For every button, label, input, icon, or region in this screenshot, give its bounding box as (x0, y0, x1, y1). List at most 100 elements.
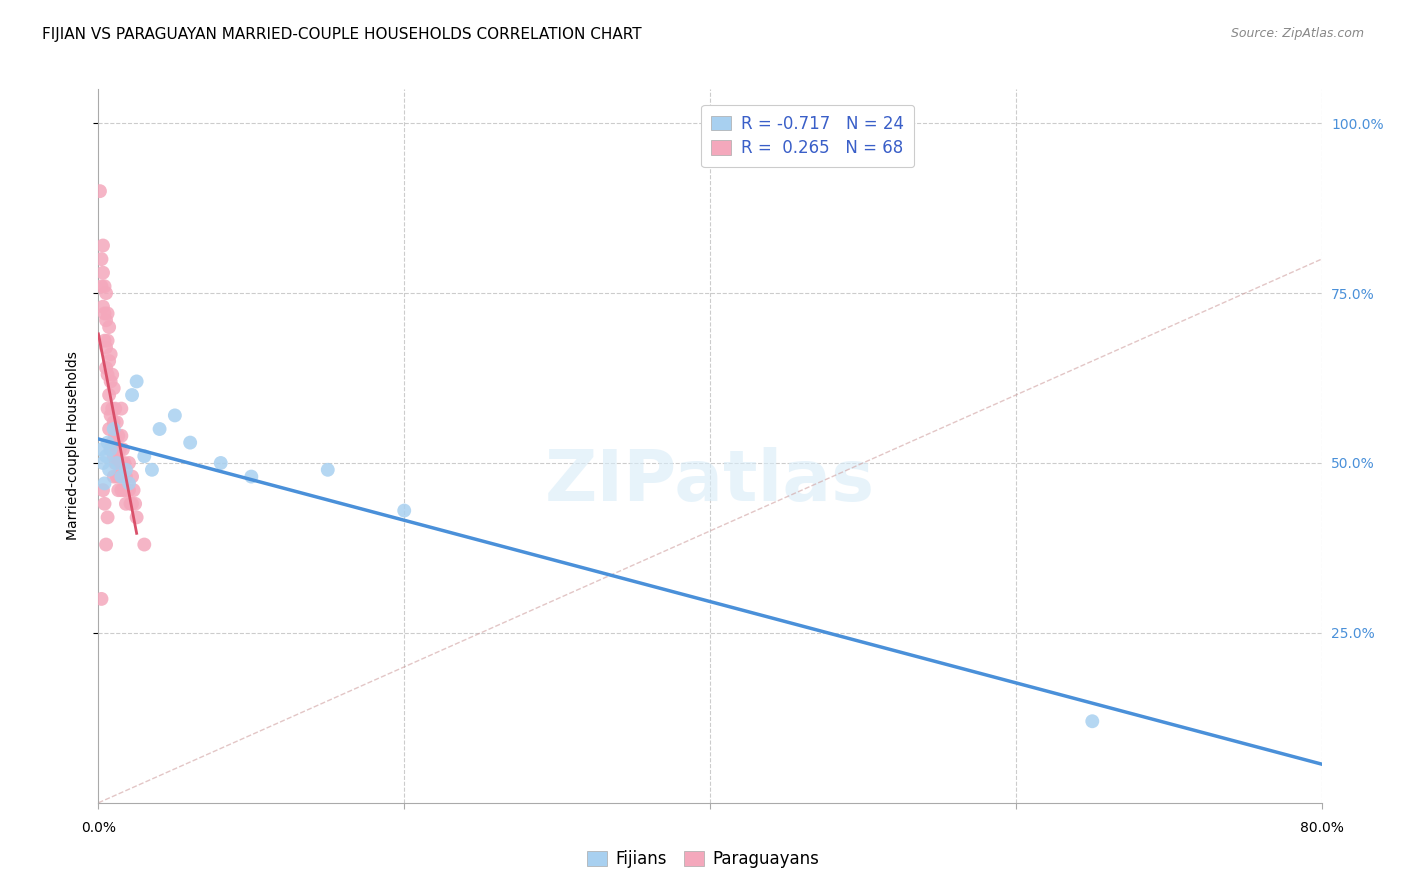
Point (103, 469, 125, 483)
Point (134, 449, 156, 463)
Point (110, 401, 132, 416)
Point (124, 497, 146, 511)
Point (121, 469, 143, 483)
Point (90, 591, 112, 606)
Text: 80.0%: 80.0% (1299, 821, 1344, 835)
Point (107, 429, 129, 443)
Point (117, 483, 139, 498)
Point (97, 334, 120, 348)
Point (115, 497, 138, 511)
Point (1081, 714, 1104, 729)
Point (112, 483, 135, 498)
Point (93, 306, 115, 320)
Point (91, 300, 114, 314)
Point (91, 456, 114, 470)
Point (91, 483, 114, 498)
Point (110, 483, 132, 498)
Point (108, 442, 131, 457)
Point (98, 320, 121, 334)
Point (179, 435, 201, 450)
Point (110, 469, 132, 483)
Legend: Fijians, Paraguayans: Fijians, Paraguayans (581, 844, 825, 875)
Point (105, 415, 128, 429)
Point (93, 497, 115, 511)
Point (121, 388, 143, 402)
Point (98, 463, 121, 477)
Legend: R = -0.717   N = 24, R =  0.265   N = 68: R = -0.717 N = 24, R = 0.265 N = 68 (702, 104, 914, 168)
Point (93, 279, 115, 293)
Point (107, 456, 129, 470)
Y-axis label: Married-couple Households: Married-couple Households (66, 351, 80, 541)
Text: FIJIAN VS PARAGUAYAN MARRIED-COUPLE HOUSEHOLDS CORRELATION CHART: FIJIAN VS PARAGUAYAN MARRIED-COUPLE HOUS… (42, 27, 641, 42)
Point (111, 469, 134, 483)
Point (104, 456, 127, 470)
Point (93, 334, 115, 348)
Point (163, 409, 186, 423)
Point (316, 463, 339, 477)
Point (240, 469, 263, 483)
Point (91, 238, 114, 252)
Point (94, 313, 117, 327)
Point (149, 422, 172, 436)
Point (103, 381, 125, 395)
Point (90, 252, 112, 266)
Point (100, 442, 122, 457)
Point (104, 401, 127, 416)
Point (110, 456, 132, 470)
Point (103, 422, 125, 436)
Point (94, 341, 117, 355)
Text: Source: ZipAtlas.com: Source: ZipAtlas.com (1230, 27, 1364, 40)
Text: ZIPatlas: ZIPatlas (546, 447, 875, 516)
Point (110, 429, 132, 443)
Point (97, 368, 120, 382)
Point (94, 360, 117, 375)
Point (90, 279, 112, 293)
Point (111, 442, 134, 457)
Point (120, 497, 142, 511)
Point (105, 469, 128, 483)
Text: 0.0%: 0.0% (82, 821, 115, 835)
Point (108, 469, 131, 483)
Point (97, 435, 120, 450)
Point (97, 510, 120, 524)
Point (103, 415, 125, 429)
Point (392, 503, 416, 517)
Point (89, 184, 111, 198)
Point (121, 497, 143, 511)
Point (112, 456, 135, 470)
Point (100, 442, 122, 457)
Point (122, 483, 145, 498)
Point (118, 476, 141, 491)
Point (134, 537, 156, 551)
Point (115, 469, 138, 483)
Point (93, 476, 115, 491)
Point (209, 456, 232, 470)
Point (103, 449, 125, 463)
Point (107, 483, 129, 498)
Point (90, 442, 112, 457)
Point (100, 347, 122, 361)
Point (98, 354, 121, 368)
Point (98, 422, 121, 436)
Point (125, 375, 148, 389)
Point (94, 537, 117, 551)
Point (105, 456, 128, 470)
Point (104, 429, 127, 443)
Point (105, 442, 128, 457)
Point (91, 266, 114, 280)
Point (97, 306, 120, 320)
Point (101, 368, 124, 382)
Point (115, 463, 138, 477)
Point (94, 449, 117, 463)
Point (125, 510, 148, 524)
Point (101, 401, 124, 416)
Point (100, 409, 122, 423)
Point (97, 401, 120, 416)
Point (118, 456, 141, 470)
Point (141, 463, 163, 477)
Point (98, 388, 121, 402)
Point (118, 483, 141, 498)
Point (94, 286, 117, 301)
Point (101, 435, 124, 450)
Point (100, 375, 122, 389)
